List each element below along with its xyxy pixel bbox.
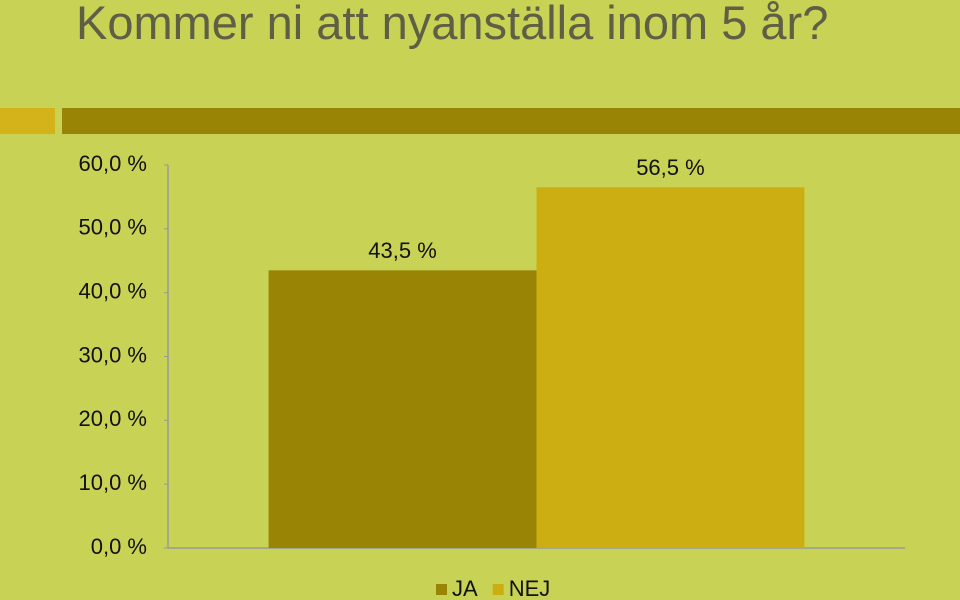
legend-swatch <box>436 584 447 595</box>
y-tick-label: 0,0 % <box>91 534 147 559</box>
y-tick-label: 10,0 % <box>79 470 148 495</box>
y-tick-label: 50,0 % <box>79 215 148 240</box>
y-tick-label: 40,0 % <box>79 278 148 303</box>
y-tick-label: 60,0 % <box>79 151 148 176</box>
bar <box>268 270 537 548</box>
legend-label: JA <box>452 576 478 600</box>
decor-block <box>0 108 55 134</box>
y-tick-label: 30,0 % <box>79 342 148 367</box>
legend-swatch <box>492 584 504 595</box>
legend-label: NEJ <box>509 576 551 600</box>
decor-bar <box>62 108 960 134</box>
bar <box>536 187 805 548</box>
y-tick-label: 20,0 % <box>79 406 148 431</box>
value-label: 56,5 % <box>636 155 705 180</box>
value-label: 43,5 % <box>368 238 437 263</box>
chart-title: Kommer ni att nyanställa inom 5 år? <box>76 0 829 49</box>
